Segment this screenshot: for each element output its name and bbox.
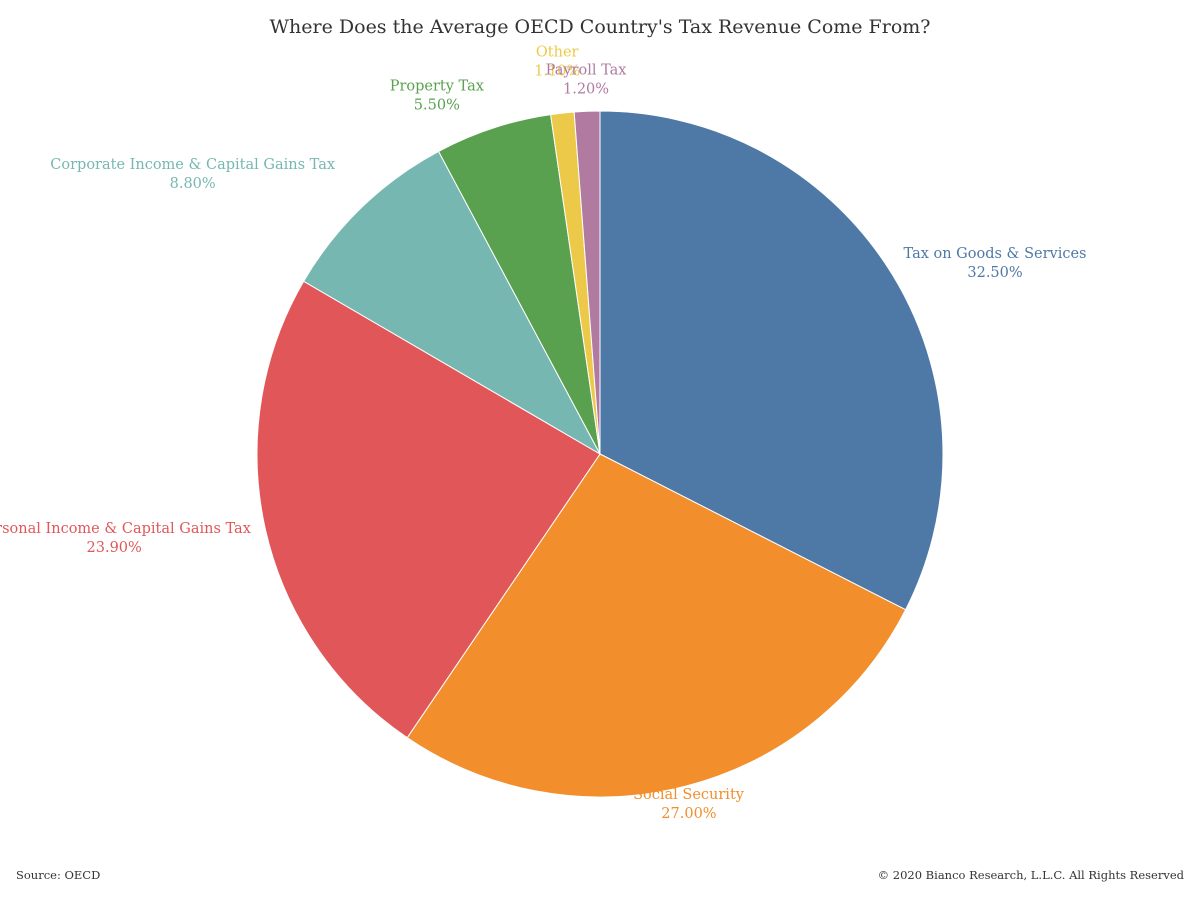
- slice-label-5: Other: [536, 44, 579, 60]
- pie-slice-3: [302, 150, 602, 456]
- slice-value-0: 32.50%: [967, 265, 1022, 281]
- pie-slice-0: [599, 110, 944, 611]
- pie-slice-1: [406, 453, 907, 798]
- slice-label-0: Tax on Goods & Services: [904, 246, 1087, 262]
- slice-value-5: 1.10%: [534, 63, 580, 79]
- slice-value-4: 5.50%: [414, 98, 460, 114]
- copyright-note: © 2020 Bianco Research, L.L.C. All Right…: [877, 868, 1184, 882]
- slice-value-1: 27.00%: [661, 806, 716, 822]
- slice-value-2: 23.90%: [87, 540, 142, 556]
- pie-labels: Tax on Goods & Services 32.50% Social Secu…: [0, 44, 1087, 821]
- pie-slice-6: [573, 110, 601, 455]
- slice-label-1: Social Security: [633, 787, 745, 803]
- slice-label-3: Corporate Income & Capital Gains Tax: [50, 157, 335, 173]
- slice-label-4: Property Tax: [390, 79, 484, 95]
- slice-label-6: Payroll Tax: [546, 62, 627, 78]
- source-note: Source: OECD: [16, 868, 101, 882]
- pie-slice-2: [256, 280, 601, 739]
- slice-value-6: 1.20%: [563, 81, 609, 97]
- slice-value-3: 8.80%: [170, 176, 216, 192]
- slice-label-2: Personal Income & Capital Gains Tax: [0, 521, 251, 537]
- chart-title: Where Does the Average OECD Country's Ta…: [269, 16, 931, 38]
- pie-slices: [256, 110, 944, 798]
